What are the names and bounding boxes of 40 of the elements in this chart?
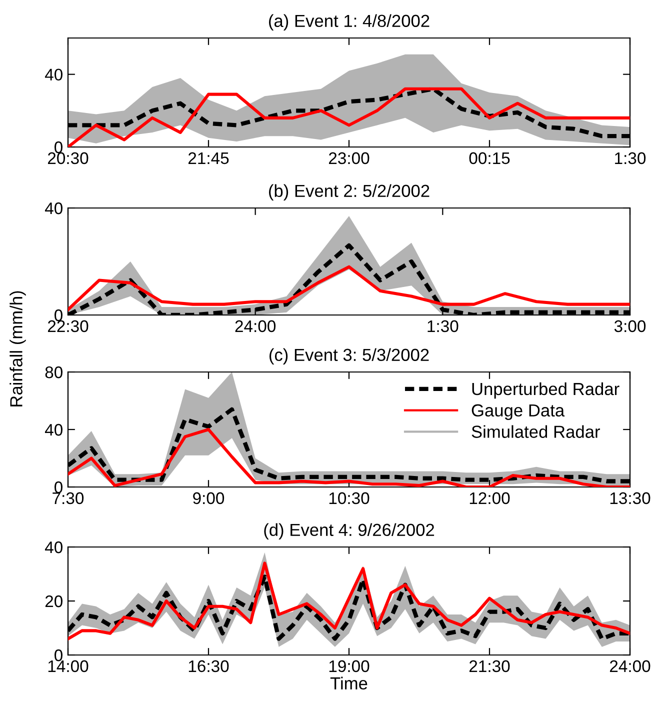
y-axis-title: Rainfall (mm/h) xyxy=(10,291,26,406)
y-tick-label: 40 xyxy=(44,424,62,436)
x-tick-label: 22:30 xyxy=(48,320,88,332)
x-tick-label: 1:30 xyxy=(428,320,458,332)
y-tick-label: 20 xyxy=(45,595,62,608)
x-tick-label: 20:30 xyxy=(48,152,88,164)
x-tick-label: 24:00 xyxy=(610,660,650,672)
x-axis-title: Time xyxy=(330,676,368,690)
line-series xyxy=(68,562,630,640)
y-tick-label: 0 xyxy=(54,481,62,494)
x-tick-label: 23:00 xyxy=(328,152,370,164)
y-tick-label: 0 xyxy=(54,649,62,662)
y-tick-label: 40 xyxy=(44,541,62,554)
x-tick-label: 9:00 xyxy=(193,492,224,504)
x-tick-label: 1:30 xyxy=(615,152,646,164)
x-tick-label: 24:00 xyxy=(235,320,276,332)
chart-title: (c) Event 3: 5/3/2002 xyxy=(270,348,429,364)
x-tick-label: 12:00 xyxy=(470,492,510,504)
chart-title: (d) Event 4: 9/26/2002 xyxy=(264,523,434,540)
x-tick-label: 21:45 xyxy=(188,152,229,164)
line-series xyxy=(68,265,630,312)
x-tick-label: 00:15 xyxy=(469,152,510,164)
x-tick-label: 7:30 xyxy=(52,492,84,504)
x-tick-label: 14:00 xyxy=(48,660,88,672)
legend-label: Simulated Radar xyxy=(472,425,600,438)
y-tick-label: 0 xyxy=(54,141,62,154)
chart-title: (b) Event 2: 5/2/2002 xyxy=(269,184,430,200)
y-tick-label: 40 xyxy=(44,68,62,81)
x-tick-label: 10:30 xyxy=(329,492,370,504)
y-tick-label: 80 xyxy=(45,366,62,378)
legend-label: Gauge Data xyxy=(472,404,565,420)
y-tick-label: 40 xyxy=(44,202,62,214)
chart-title: (a) Event 1: 4/8/2002 xyxy=(269,14,430,30)
legend-label: Unperturbed Radar xyxy=(472,382,620,399)
y-tick-label: 0 xyxy=(54,309,62,322)
x-tick-label: 21:30 xyxy=(469,660,510,672)
x-tick-label: 3:00 xyxy=(614,320,646,332)
x-tick-label: 19:00 xyxy=(329,660,370,672)
x-tick-label: 13:30 xyxy=(610,492,650,504)
x-tick-label: 16:30 xyxy=(188,660,229,672)
